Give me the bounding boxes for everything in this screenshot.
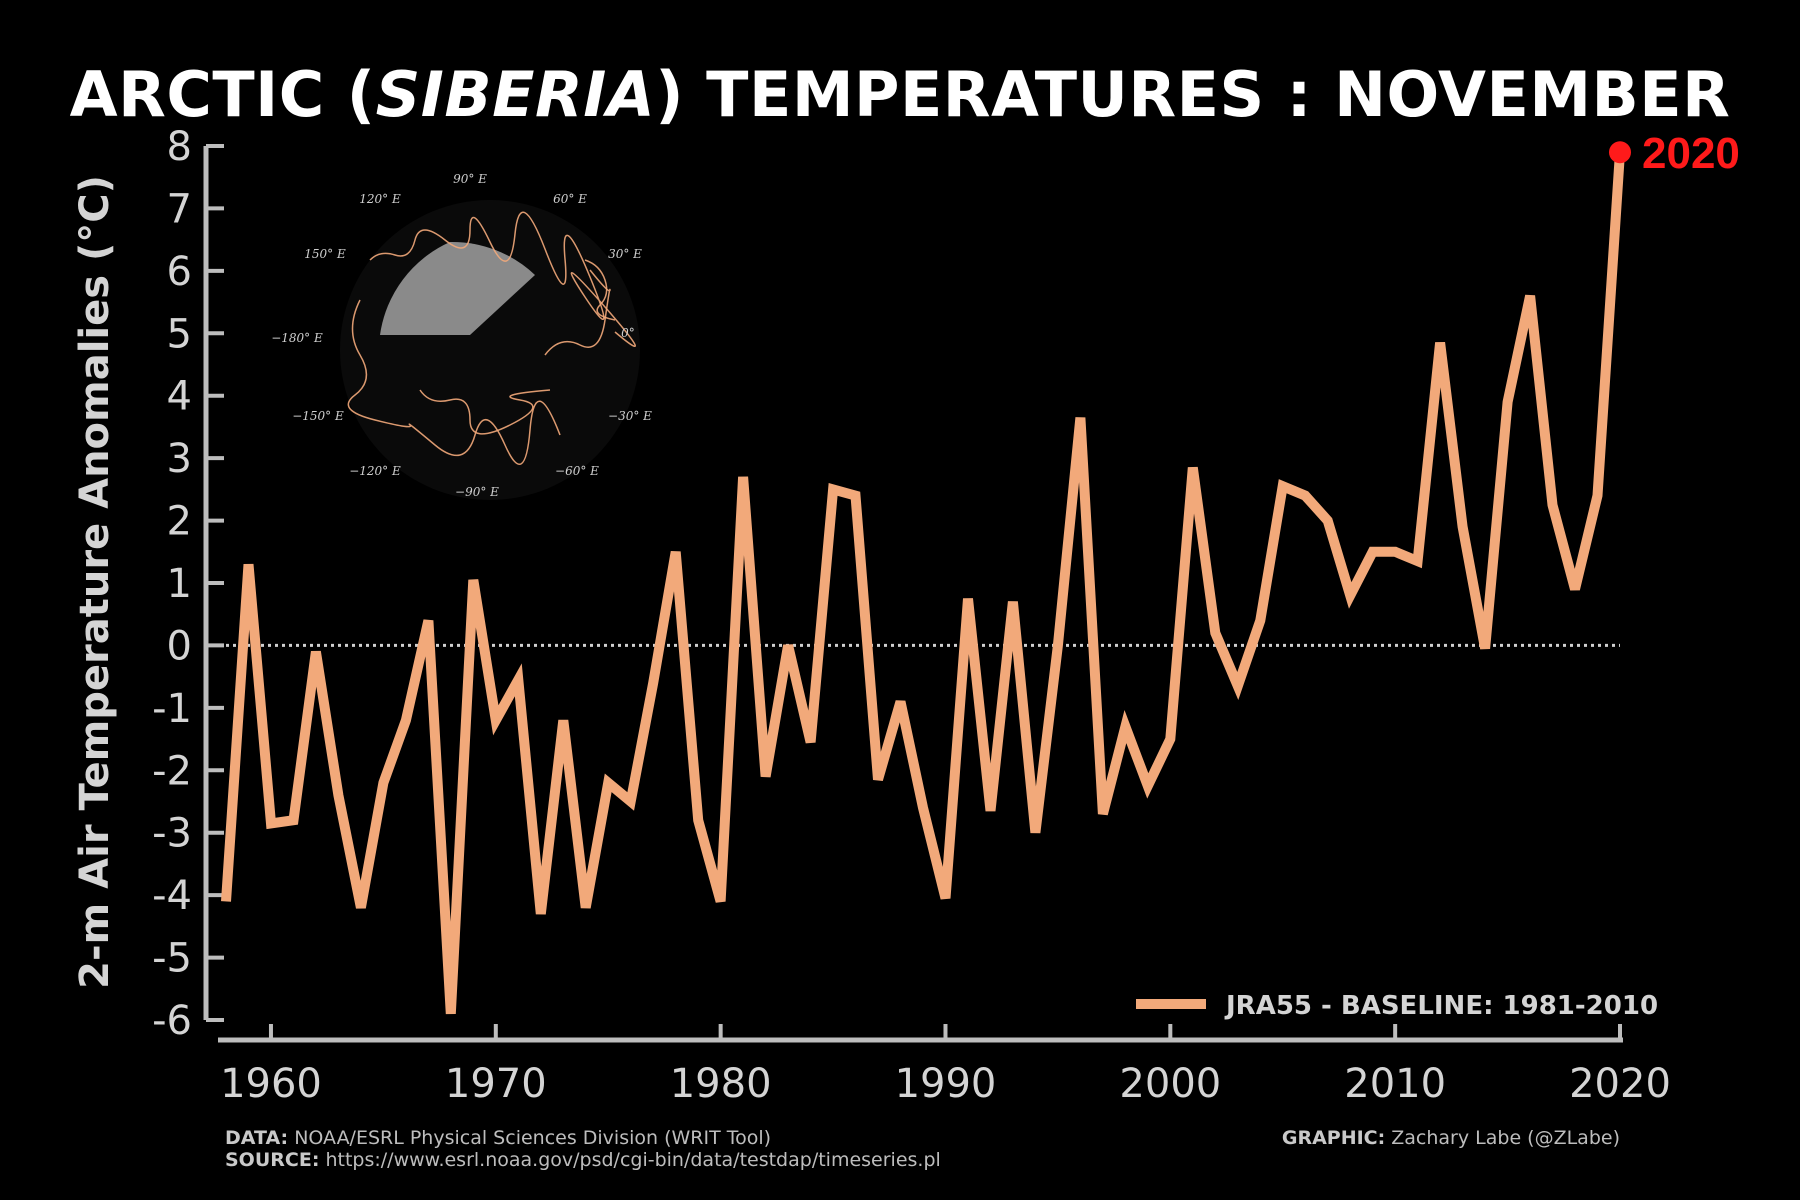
footer-data: DATA: NOAA/ESRL Physical Sciences Divisi… xyxy=(225,1127,771,1149)
legend: JRA55 - BASELINE: 1981-2010 xyxy=(1136,991,1658,1021)
inset-map-label: −120° E xyxy=(349,464,401,478)
y-tick-label: -2 xyxy=(152,748,192,794)
legend-label: JRA55 - BASELINE: 1981-2010 xyxy=(1224,991,1658,1021)
inset-coastline xyxy=(369,211,636,348)
inset-map-label: −180° E xyxy=(271,331,323,345)
inset-coastline xyxy=(544,269,611,356)
inset-map-label: 0° xyxy=(621,326,635,340)
y-tick-label: 2 xyxy=(167,499,192,545)
x-tick-label: 1980 xyxy=(670,1061,772,1107)
title-italic: SIBERIA xyxy=(375,58,656,131)
y-tick-label: 7 xyxy=(167,186,192,232)
y-tick-label: -6 xyxy=(152,998,192,1044)
footer-source-text: https://www.esrl.noaa.gov/psd/cgi-bin/da… xyxy=(325,1149,941,1171)
y-tick-label: 5 xyxy=(167,311,192,357)
footer-data-text: NOAA/ESRL Physical Sciences Division (WR… xyxy=(294,1127,772,1149)
chart-title: ARCTIC (SIBERIA) TEMPERATURES : NOVEMBER xyxy=(0,58,1800,131)
y-tick-label: -5 xyxy=(152,936,192,982)
y-tick-label: 8 xyxy=(167,124,192,170)
y-tick-label: -3 xyxy=(152,811,192,857)
inset-coastline xyxy=(584,259,616,321)
x-tick-label: 2020 xyxy=(1569,1061,1671,1107)
y-tick-label: -4 xyxy=(152,873,192,919)
title-suffix: ) TEMPERATURES : NOVEMBER xyxy=(655,58,1731,131)
axes: -6 -5 -4 -3 -2 -1 0 1 2 3 4 5 6 7 8 1960 1970 1980 1990 200… xyxy=(72,124,1671,1107)
y-tick-label: 6 xyxy=(167,249,192,295)
y-axis-label: 2-m Air Temperature Anomalies (°C) xyxy=(72,175,118,989)
footer-source: SOURCE: https://www.esrl.noaa.gov/psd/cg… xyxy=(225,1149,941,1171)
inset-map-label: 90° E xyxy=(453,172,487,186)
inset-map-label: −60° E xyxy=(555,464,599,478)
y-tick-label: 0 xyxy=(167,623,192,669)
highlight-label: 2020 xyxy=(1642,129,1740,178)
inset-map-label: 150° E xyxy=(304,247,346,261)
x-tick-label: 2000 xyxy=(1119,1061,1221,1107)
inset-region-siberia xyxy=(380,241,535,335)
inset-coastline xyxy=(419,389,551,435)
footer-data-label: DATA: xyxy=(225,1127,289,1149)
y-tick-label: 1 xyxy=(167,561,192,607)
inset-map-label: −90° E xyxy=(455,485,499,499)
inset-coastline xyxy=(347,299,561,465)
plot-area: 2020 xyxy=(221,129,1740,1015)
x-tick-label: 1990 xyxy=(895,1061,997,1107)
title-prefix: ARCTIC ( xyxy=(69,58,376,131)
footer-graphic: GRAPHIC: Zachary Labe (@ZLabe) xyxy=(1282,1127,1620,1149)
highlight-point xyxy=(1609,141,1631,164)
footer-source-label: SOURCE: xyxy=(225,1149,320,1171)
inset-map-label: −30° E xyxy=(608,409,652,423)
inset-map-label: −150° E xyxy=(292,409,344,423)
series-line-jra55 xyxy=(221,151,1625,1015)
inset-map-disk xyxy=(340,200,640,500)
y-tick-label: 4 xyxy=(167,374,192,420)
inset-map: 90° E 60° E 120° E 150° E 30° E −180° E 0° −150… xyxy=(271,172,652,500)
y-tick-label: 3 xyxy=(167,436,192,482)
footer-graphic-label: GRAPHIC: xyxy=(1281,1127,1386,1149)
y-tick-label: -1 xyxy=(152,686,192,732)
x-tick-label: 1970 xyxy=(445,1061,547,1107)
footer-graphic-text: Zachary Labe (@ZLabe) xyxy=(1391,1127,1620,1149)
inset-map-label: 30° E xyxy=(608,247,642,261)
x-tick-label: 2010 xyxy=(1344,1061,1446,1107)
x-tick-label: 1960 xyxy=(220,1061,322,1107)
inset-map-label: 120° E xyxy=(359,192,401,206)
inset-map-label: 60° E xyxy=(553,192,587,206)
